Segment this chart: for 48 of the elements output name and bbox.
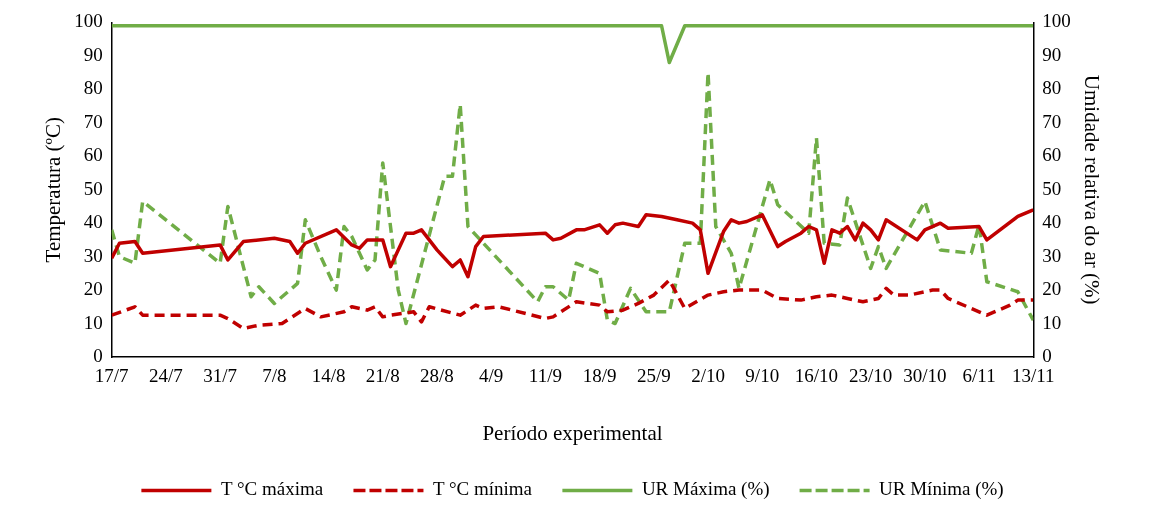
x-tick-label: 13/11 [1012,365,1055,387]
x-tick-label: 28/8 [420,365,454,387]
y-tick-label: 50 [83,177,103,199]
y2-tick-label: 30 [1042,244,1062,266]
line-series [111,278,1034,331]
y2-tick-label: 50 [1042,177,1062,199]
y-tick-label: 100 [74,10,103,32]
y-tick-label: 80 [83,77,103,99]
y-tick-label: 0 [93,344,103,366]
y2-tick-label: 60 [1042,144,1062,166]
y-axis-title: Temperatura (ºC) [41,116,66,263]
legend-label: T °C mínima [432,478,533,500]
x-tick-label: 14/8 [311,365,346,387]
x-tick-label: 17/7 [94,365,129,387]
x-tick-label: 16/10 [794,365,839,387]
y2-tick-label: 40 [1042,211,1062,233]
x-tick-label: 31/7 [203,365,238,387]
y2-tick-label: 90 [1042,43,1062,65]
legend-label: UR Máxima (%) [641,478,770,501]
x-tick-label: 9/10 [745,365,780,387]
x-axis-title: Período experimental [482,420,663,445]
y-tick-label: 60 [83,144,103,166]
x-tick-label: 21/8 [365,365,400,387]
x-tick-label: 30/10 [903,365,947,387]
y2-tick-label: 20 [1042,278,1062,300]
x-tick-label: 4/9 [479,365,504,387]
legend-label: UR Mínima (%) [879,478,1004,501]
x-tick-label: 25/9 [636,365,671,387]
y2-tick-label: 0 [1042,344,1052,366]
x-tick-label: 23/10 [849,365,893,387]
y2-tick-label: 80 [1042,77,1062,99]
x-tick-label: 6/11 [962,365,996,387]
y-tick-label: 90 [83,43,103,65]
x-tick-label: 24/7 [149,365,183,387]
legend-label: T °C máxima [220,478,324,500]
x-tick-label: 18/9 [582,365,617,387]
x-tick-label: 2/10 [691,365,725,387]
y-tick-label: 70 [83,110,103,132]
y2-tick-label: 70 [1042,110,1062,132]
y2-tick-label: 100 [1042,10,1071,32]
y-tick-label: 40 [83,211,103,233]
y-tick-label: 30 [83,244,103,266]
y2-tick-label: 10 [1042,311,1062,333]
y-tick-label: 10 [83,311,103,333]
y2-axis-title: Umidade relativa do ar (%) [1079,74,1104,305]
x-tick-label: 7/8 [262,365,287,387]
x-tick-label: 11/9 [528,365,562,387]
y-tick-label: 20 [83,278,103,300]
